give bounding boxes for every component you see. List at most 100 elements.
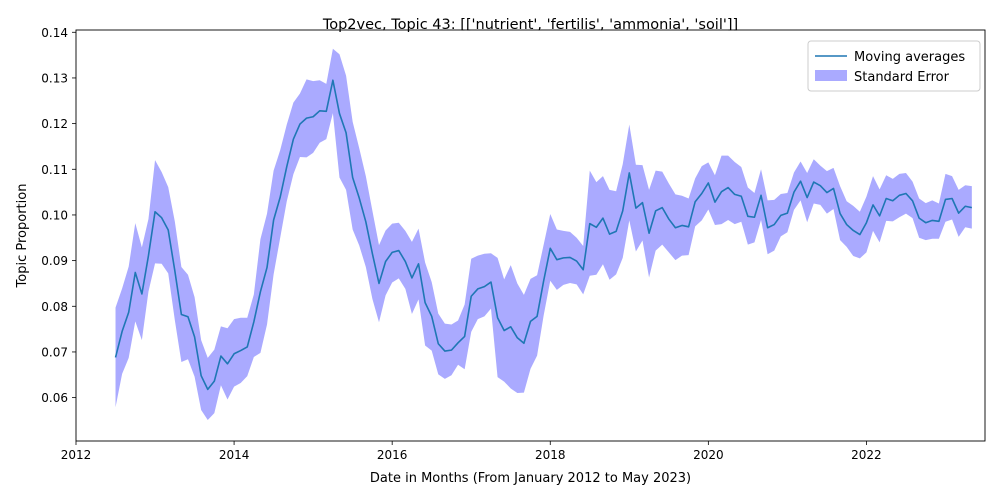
- data-point: [490, 281, 492, 283]
- legend-box: [807, 40, 981, 92]
- data-point: [753, 216, 755, 218]
- data-point: [516, 337, 518, 339]
- standard-error-band: [115, 48, 972, 420]
- data-point: [503, 329, 505, 331]
- data-point: [694, 201, 696, 203]
- data-point: [681, 224, 683, 226]
- data-point: [404, 261, 406, 263]
- data-point: [826, 192, 828, 194]
- standard-error-area: [115, 48, 972, 420]
- plot-frame: [75, 29, 986, 442]
- data-point: [128, 311, 130, 313]
- data-point: [734, 193, 736, 195]
- data-point: [483, 286, 485, 288]
- data-point: [971, 207, 973, 209]
- data-point: [938, 220, 940, 222]
- data-point: [688, 226, 690, 228]
- data-point: [180, 314, 182, 316]
- data-point: [714, 201, 716, 203]
- data-point: [365, 221, 367, 223]
- legend-band-swatch: [815, 70, 847, 81]
- data-point: [530, 320, 532, 322]
- data-point: [872, 204, 874, 206]
- data-point: [431, 315, 433, 317]
- y-tick-label: 0.08: [41, 300, 68, 314]
- data-point: [391, 251, 393, 253]
- data-point: [174, 270, 176, 272]
- data-point: [879, 215, 881, 217]
- data-point: [958, 212, 960, 214]
- data-point: [312, 116, 314, 118]
- data-point: [931, 219, 933, 221]
- data-point: [358, 197, 360, 199]
- data-point: [253, 321, 255, 323]
- data-point: [338, 113, 340, 115]
- data-point: [576, 260, 578, 262]
- data-point: [115, 356, 117, 358]
- legend-label-moving-averages: Moving averages: [854, 50, 965, 65]
- data-point: [497, 317, 499, 319]
- data-point: [562, 257, 564, 259]
- data-point: [325, 110, 327, 112]
- data-point: [299, 123, 301, 125]
- data-point: [187, 316, 189, 318]
- x-axis-ticks: 2012 2014 2016 2018 2020 2022: [61, 441, 882, 462]
- x-axis-label: Date in Months (From January 2012 to May…: [370, 471, 691, 486]
- data-point: [450, 349, 452, 351]
- data-point: [549, 247, 551, 249]
- data-point: [220, 355, 222, 357]
- data-point: [398, 250, 400, 252]
- data-point: [648, 232, 650, 234]
- data-point: [536, 315, 538, 317]
- legend-label-standard-error: Standard Error: [854, 70, 950, 85]
- data-point: [378, 282, 380, 284]
- y-axis-ticks: 0.06 0.07 0.08 0.09 0.10 0.11 0.12 0.13 0.14: [41, 26, 76, 405]
- data-point: [246, 346, 248, 348]
- data-point: [319, 110, 321, 112]
- data-point: [846, 224, 848, 226]
- data-point: [786, 212, 788, 214]
- data-point: [292, 138, 294, 140]
- x-tick-label: 2022: [851, 448, 882, 462]
- data-point: [141, 293, 143, 295]
- data-point: [286, 166, 288, 168]
- legend: Moving averages Standard Error: [807, 40, 981, 92]
- data-point: [477, 288, 479, 290]
- data-point: [793, 191, 795, 193]
- data-point: [707, 182, 709, 184]
- data-point: [411, 277, 413, 279]
- y-tick-label: 0.14: [41, 26, 68, 40]
- data-point: [207, 388, 209, 390]
- data-point: [780, 214, 782, 216]
- data-point: [523, 342, 525, 344]
- data-point: [418, 263, 420, 265]
- data-point: [147, 255, 149, 257]
- data-point: [800, 180, 802, 182]
- data-point: [635, 207, 637, 209]
- y-axis-label: Topic Proportion: [15, 184, 30, 289]
- data-point: [385, 261, 387, 263]
- data-point: [279, 196, 281, 198]
- data-point: [885, 198, 887, 200]
- chart-title: Top2vec, Topic 43: [['nutrient', 'fertil…: [322, 17, 738, 33]
- data-point: [510, 326, 512, 328]
- data-point: [721, 191, 723, 193]
- x-tick-label: 2020: [693, 448, 724, 462]
- data-point: [668, 218, 670, 220]
- data-point: [806, 197, 808, 199]
- y-tick-label: 0.06: [41, 391, 68, 405]
- data-point: [674, 227, 676, 229]
- data-point: [944, 198, 946, 200]
- data-point: [892, 200, 894, 202]
- x-tick-label: 2012: [61, 448, 92, 462]
- data-point: [628, 172, 630, 174]
- data-point: [898, 194, 900, 196]
- data-point: [437, 343, 439, 345]
- data-point: [273, 219, 275, 221]
- data-point: [819, 185, 821, 187]
- y-tick-label: 0.09: [41, 254, 68, 268]
- data-point: [227, 363, 229, 365]
- data-point: [161, 217, 163, 219]
